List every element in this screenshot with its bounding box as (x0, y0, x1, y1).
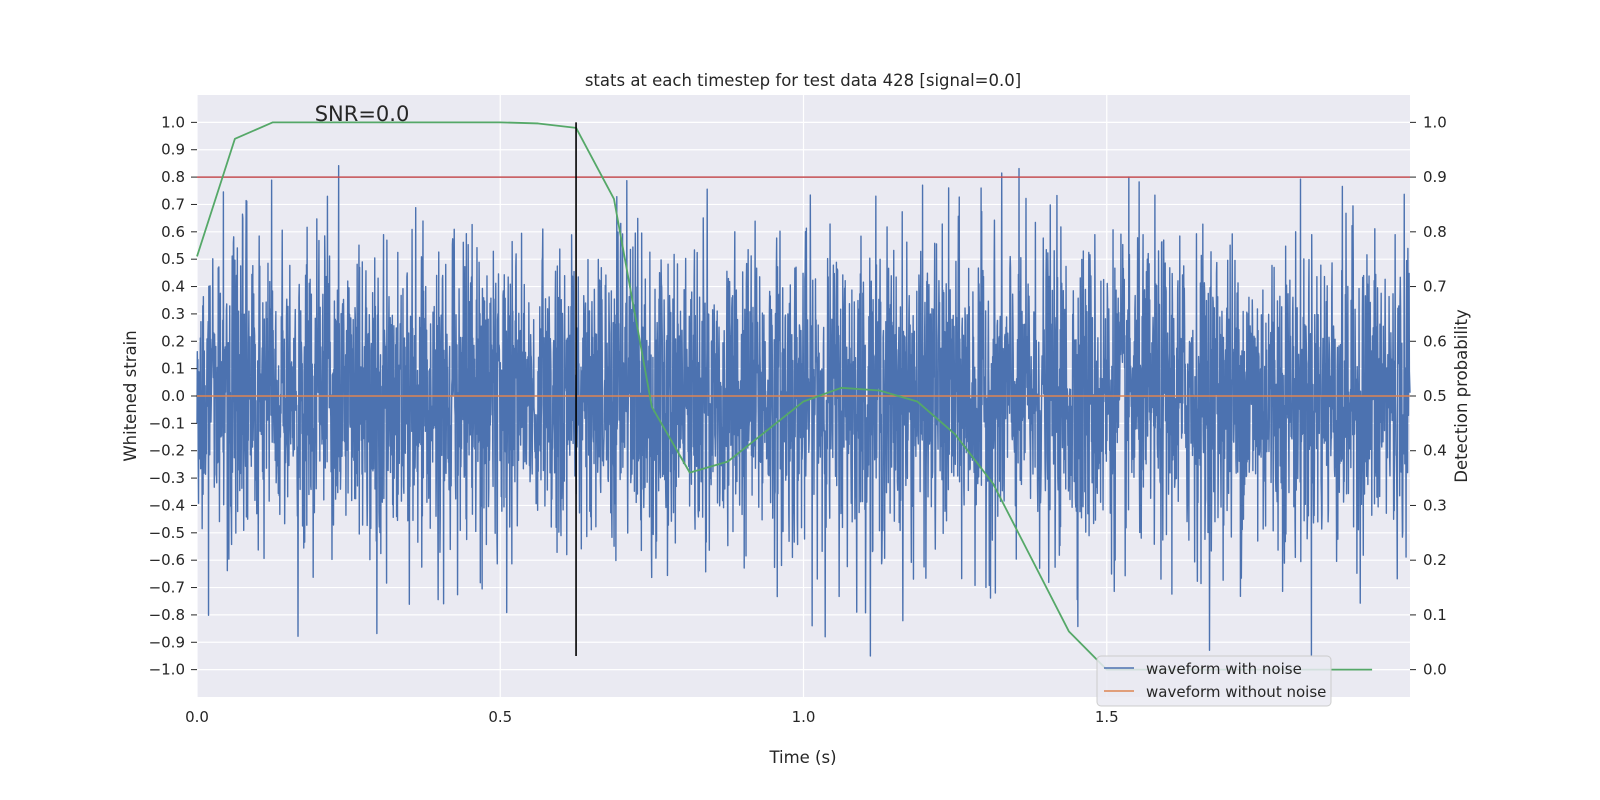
probability-trace (196, 121, 1373, 671)
y-tick-label: 0.5 (161, 250, 185, 268)
series-detection-probability (196, 121, 1373, 671)
noise-trace (196, 165, 1411, 657)
y-tick-label: −0.1 (149, 414, 185, 432)
y2-tick-label: 0.9 (1423, 168, 1447, 186)
y2-tick-label: 0.2 (1423, 551, 1447, 569)
y2-tick-label: 0.4 (1423, 442, 1447, 460)
y-tick-label: −0.8 (149, 606, 185, 624)
x-axis-label: Time (s) (768, 748, 836, 767)
x-tick-label: 1.0 (792, 708, 816, 726)
x-tick-label: 0.0 (185, 708, 209, 726)
y-tick-label: 0.7 (161, 195, 185, 213)
snr-annotation: SNR=0.0 (315, 102, 410, 126)
y2-axis-label: Detection probability (1452, 309, 1471, 483)
legend-frame (1096, 655, 1332, 707)
y-axis-ticks: 1.0 0.9 0.8 0.7 0.6 0.5 0.4 0.3 0.2 0.1 0.0 −0.1 −0.… (149, 113, 197, 679)
y-tick-label: 0.6 (161, 223, 185, 241)
y-tick-label: 0.1 (161, 360, 185, 378)
y-tick-label: 0.2 (161, 332, 185, 350)
x-axis-ticks: 0.0 0.5 1.0 1.5 (185, 708, 1119, 726)
y-axis-label: Whitened strain (121, 330, 140, 461)
y-tick-label: −0.6 (149, 551, 185, 569)
y2-tick-label: 0.3 (1423, 496, 1447, 514)
y-tick-label: 0.4 (161, 278, 185, 296)
legend-label-clean: waveform without noise (1146, 683, 1326, 701)
y2-tick-label: 0.5 (1423, 387, 1447, 405)
legend: waveform with noise waveform without noi… (1096, 655, 1332, 707)
y2-tick-label: 0.6 (1423, 332, 1447, 350)
y-tick-label: 0.3 (161, 305, 185, 323)
legend-label-noise: waveform with noise (1146, 660, 1302, 678)
x-tick-label: 0.5 (488, 708, 512, 726)
y-tick-label: −0.7 (149, 579, 185, 597)
y-tick-label: −1.0 (149, 661, 185, 679)
y2-tick-label: 0.7 (1423, 278, 1447, 296)
y-tick-label: 0.9 (161, 141, 185, 159)
y-tick-label: 0.8 (161, 168, 185, 186)
y2-axis-ticks: 1.0 0.9 0.8 0.7 0.6 0.5 0.4 0.3 0.2 0.1 0.0 (1410, 113, 1447, 679)
chart-title: stats at each timestep for test data 428… (585, 71, 1021, 90)
y-tick-label: −0.3 (149, 469, 185, 487)
y-tick-label: −0.2 (149, 442, 185, 460)
y-tick-label: −0.9 (149, 633, 185, 651)
y2-tick-label: 0.1 (1423, 606, 1447, 624)
y-tick-label: 1.0 (161, 113, 185, 131)
series-waveform-with-noise (196, 165, 1411, 657)
y-tick-label: 0.0 (161, 387, 185, 405)
y2-tick-label: 1.0 (1423, 113, 1447, 131)
y-tick-label: −0.5 (149, 524, 185, 542)
y-tick-label: −0.4 (149, 496, 185, 514)
y2-tick-label: 0.8 (1423, 223, 1447, 241)
x-tick-label: 1.5 (1095, 708, 1119, 726)
y2-tick-label: 0.0 (1423, 661, 1447, 679)
